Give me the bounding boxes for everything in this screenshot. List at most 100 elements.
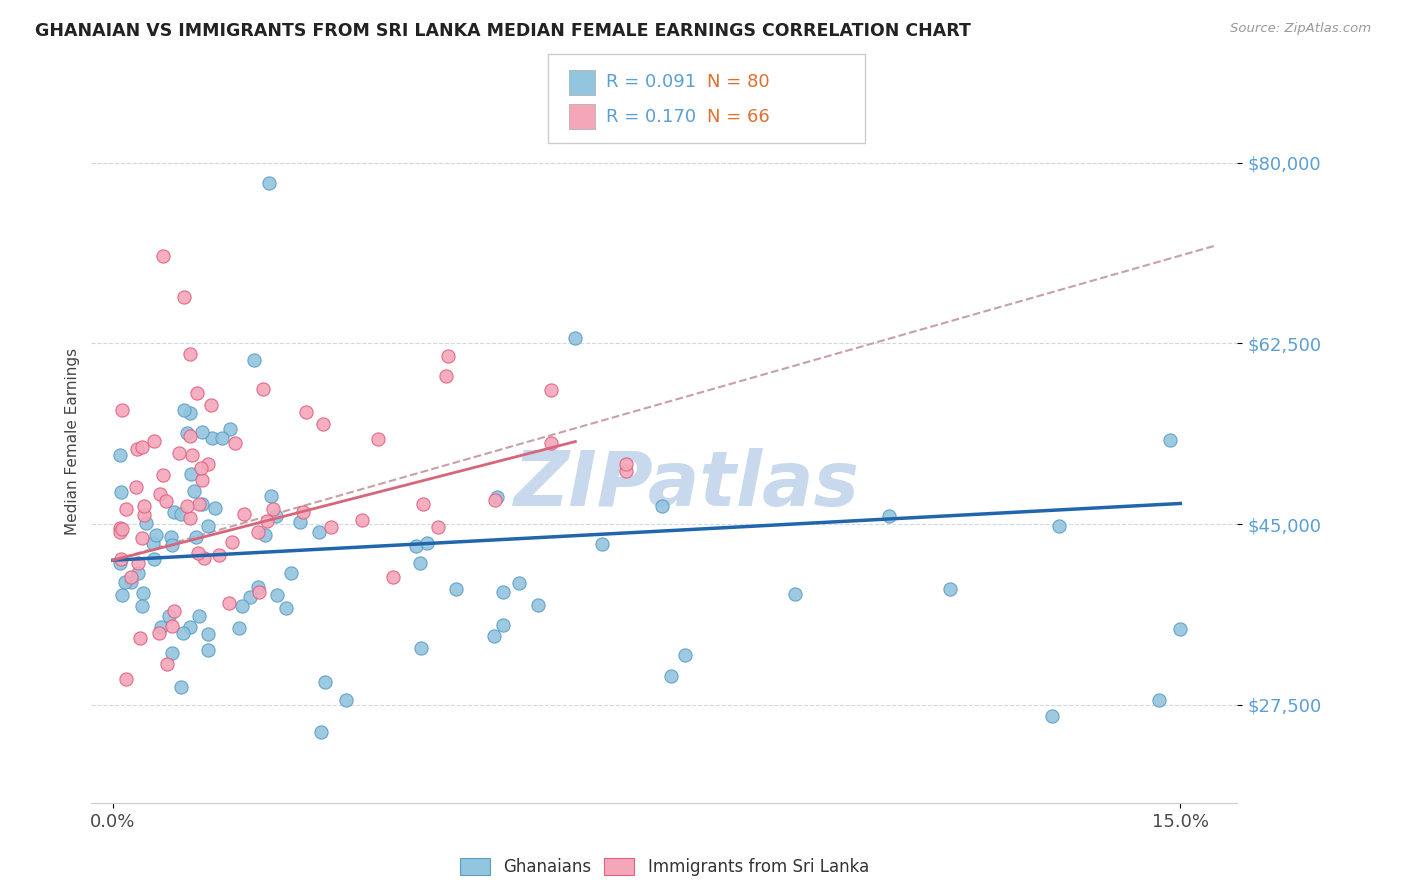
Text: GHANAIAN VS IMMIGRANTS FROM SRI LANKA MEDIAN FEMALE EARNINGS CORRELATION CHART: GHANAIAN VS IMMIGRANTS FROM SRI LANKA ME… [35,22,972,40]
Text: N = 80: N = 80 [707,73,770,91]
Point [131,599,153,614]
Point [120,570,142,584]
Point [197,519,219,533]
Point [200,398,222,412]
Point [125,480,148,494]
Point [115,502,138,516]
Point [163,604,186,618]
Point [204,501,226,516]
Point [274,601,297,615]
Point [314,675,336,690]
Y-axis label: Median Female Earnings: Median Female Earnings [65,348,80,535]
Point [179,429,201,443]
Point [412,497,434,511]
Point [179,511,201,525]
Point [540,383,562,397]
Point [160,530,183,544]
Point [321,519,343,533]
Point [785,587,807,601]
Point [311,724,333,739]
Point [173,403,195,417]
Point [444,582,467,596]
Point [659,668,682,682]
Point [183,484,205,499]
Point [111,588,134,602]
Point [111,522,134,536]
Point [1049,519,1071,533]
Point [131,531,153,545]
Point [148,625,170,640]
Point [145,528,167,542]
Point [193,550,215,565]
Point [247,585,270,599]
Point [877,508,900,523]
Point [179,406,201,420]
Point [197,643,219,657]
Point [127,566,149,580]
Point [170,507,193,521]
Point [156,657,179,671]
Point [1040,709,1063,723]
Point [114,575,136,590]
Point [134,499,156,513]
Point [197,457,219,471]
Point [485,490,508,504]
Point [1168,623,1191,637]
Point [208,548,231,562]
Point [254,528,277,542]
Point [938,582,960,596]
Point [152,249,174,263]
Point [259,177,281,191]
Point [170,681,193,695]
Point [190,460,212,475]
Point [294,404,316,418]
Point [437,350,460,364]
Text: R = 0.170: R = 0.170 [606,108,696,126]
Point [110,485,132,500]
Point [187,545,209,559]
Point [127,556,149,570]
Point [434,368,457,383]
Point [152,467,174,482]
Point [290,516,312,530]
Point [484,493,506,508]
Legend: Ghanaians, Immigrants from Sri Lanka: Ghanaians, Immigrants from Sri Lanka [453,851,876,882]
Point [239,590,262,604]
Point [221,535,243,549]
Point [111,403,134,417]
Point [179,620,201,634]
Point [108,556,131,570]
Text: R = 0.091: R = 0.091 [606,73,696,91]
Point [219,421,242,435]
Point [142,434,165,448]
Text: Source: ZipAtlas.com: Source: ZipAtlas.com [1230,22,1371,36]
Point [191,473,214,487]
Point [167,446,190,460]
Point [188,608,211,623]
Point [179,347,201,361]
Point [527,598,550,612]
Point [108,448,131,462]
Point [176,499,198,513]
Point [262,502,284,516]
Point [280,566,302,581]
Point [149,487,172,501]
Point [157,608,180,623]
Point [352,513,374,527]
Point [409,557,432,571]
Point [614,457,637,471]
Point [243,352,266,367]
Point [381,570,404,584]
Point [150,619,173,633]
Point [264,509,287,524]
Point [142,536,165,550]
Point [134,508,156,523]
Point [228,621,250,635]
Point [201,431,224,445]
Point [180,467,202,482]
Point [163,505,186,519]
Text: N = 66: N = 66 [707,108,770,126]
Point [247,580,270,594]
Point [482,629,505,643]
Point [335,692,357,706]
